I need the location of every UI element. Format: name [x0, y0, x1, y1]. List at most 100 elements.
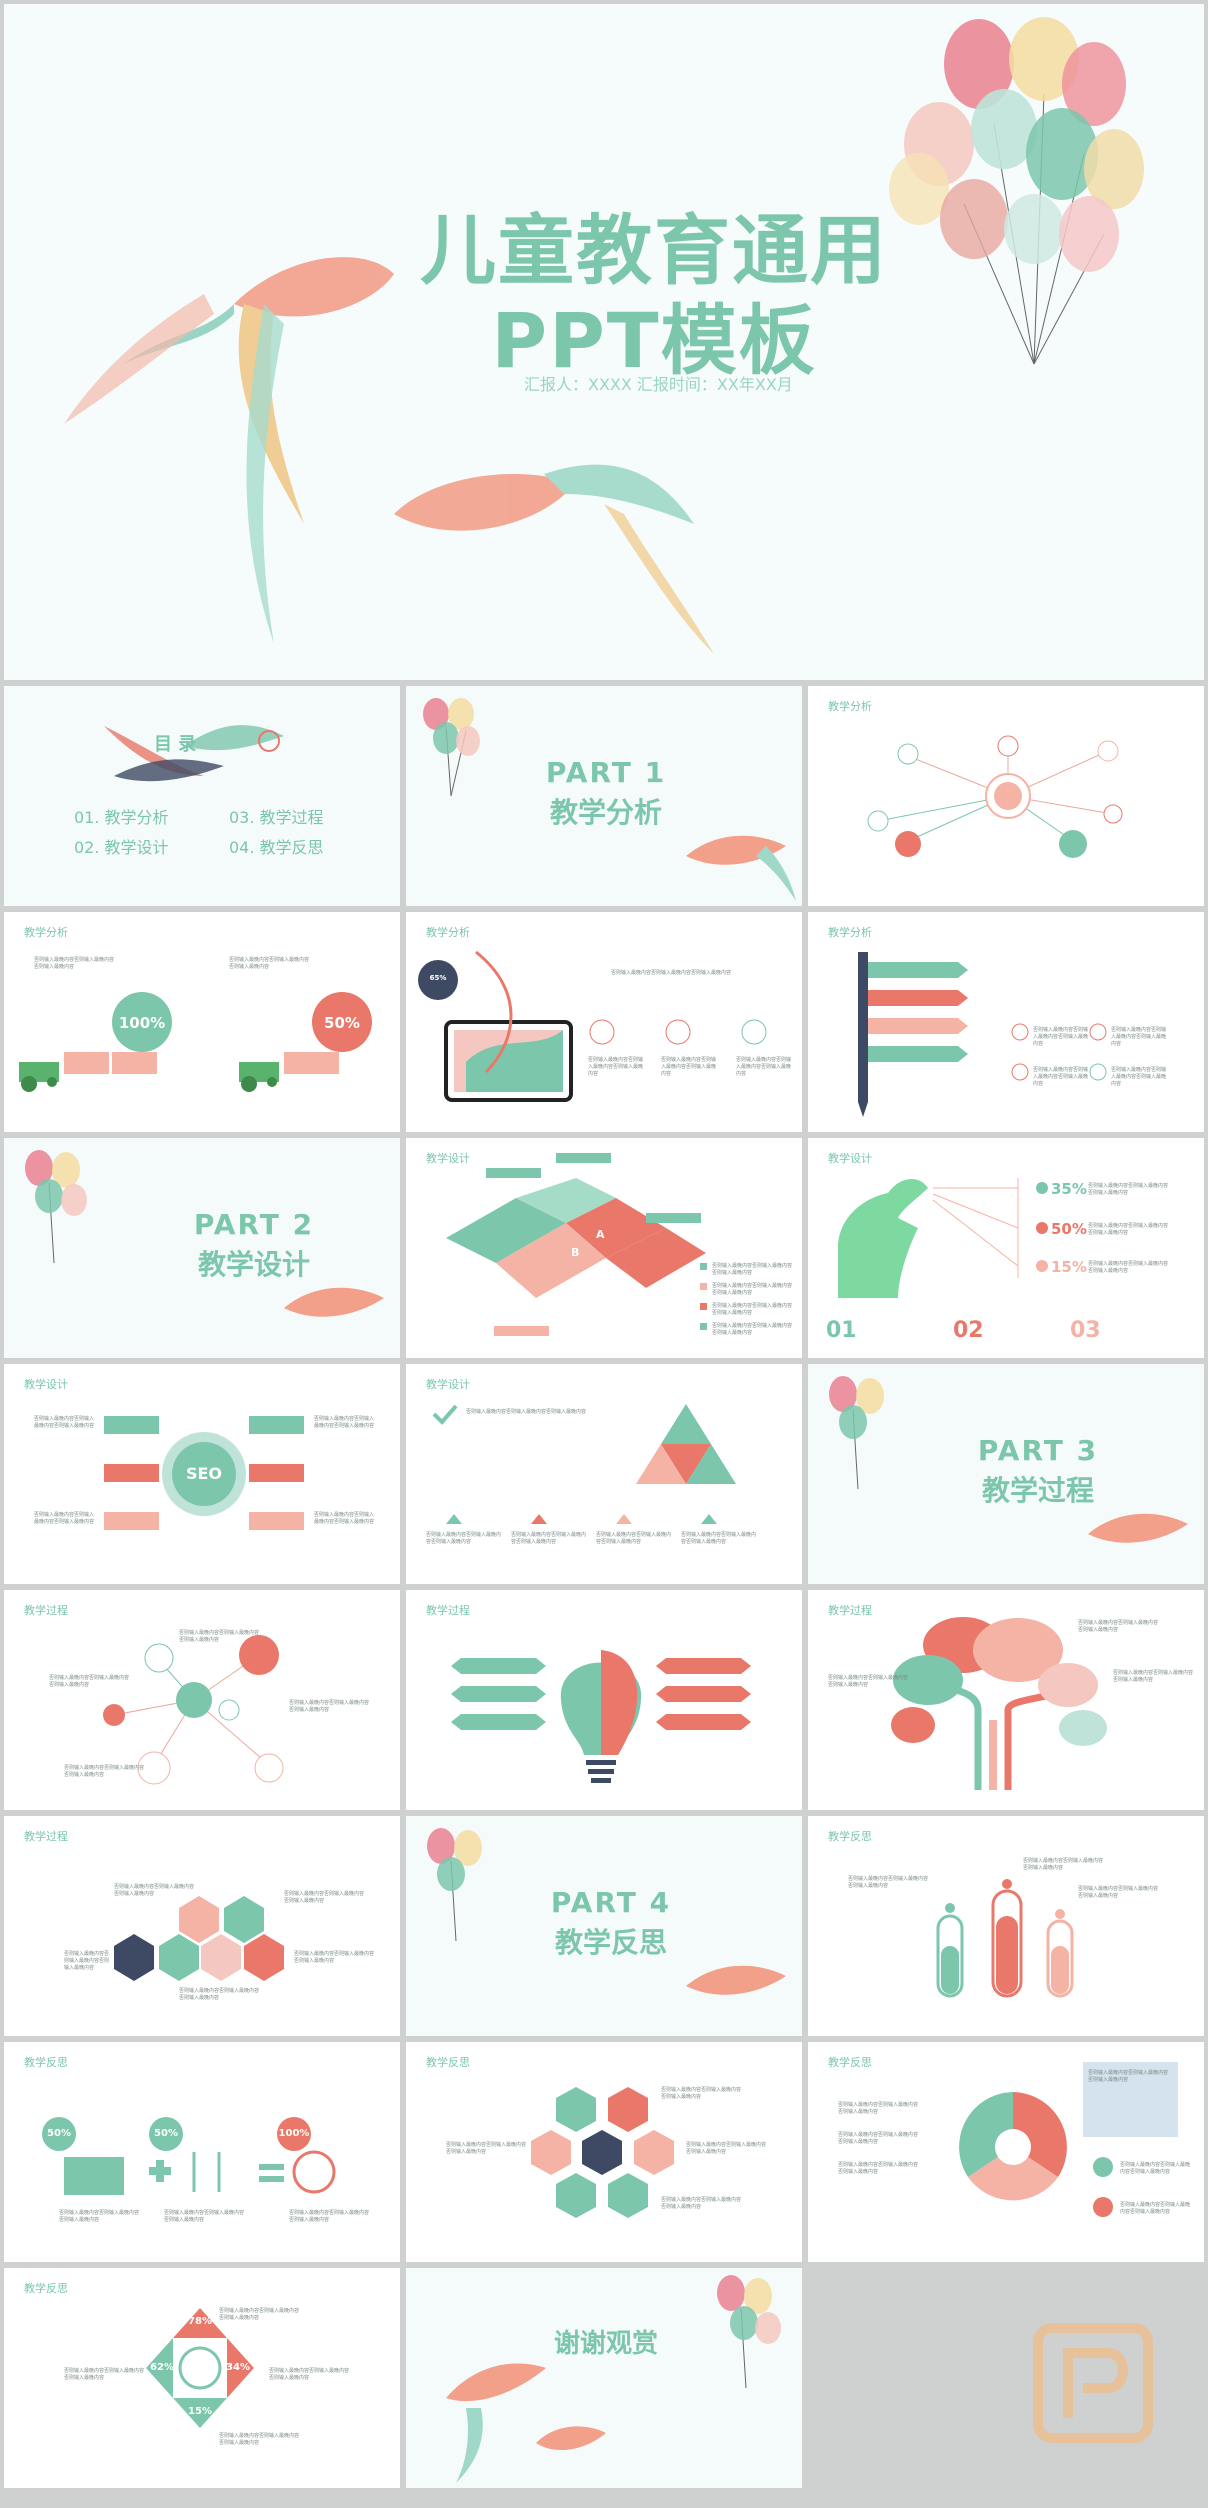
energy-pct-3: 100% [278, 2128, 310, 2139]
fish-illustration [64, 257, 394, 644]
slide-reflection-diamond[interactable]: 教学反思 78% 62% 34% 15% 否则输入最晚内容否则输入最晚内容否则输… [4, 2268, 400, 2488]
slide-label: 教学过程 [24, 1604, 68, 1617]
toc-item-1[interactable]: 01. 教学分析 [74, 808, 169, 827]
slide-analysis-rocket[interactable]: 教学分析 65% 否则输入最晚内容否则输入最晚内容否则输入最晚内容 否则输入最晚… [406, 912, 802, 1132]
slide-label: 教学设计 [426, 1378, 470, 1391]
text-block: 否则输入最晚内容否则输入最晚内容否则输入最晚内容 [34, 1512, 95, 1525]
text-block: 否则输入最晚内容否则输入最晚内容否则输入最晚内容 [219, 2433, 300, 2446]
slide-label: 教学反思 [24, 2056, 68, 2069]
fish-illustration-small [394, 464, 714, 654]
text-block: 否则输入最晚内容否则输入最晚内容否则输入最晚内容 [64, 1951, 110, 1971]
text-block: 否则输入最晚内容否则输入最晚内容否则输入最晚内容 [1111, 1027, 1167, 1047]
network-diagram [867, 735, 1123, 858]
slide-part3[interactable]: PART 3 教学过程 [808, 1364, 1204, 1584]
text-block: 否则输入最晚内容否则输入最晚内容否则输入最晚内容 [179, 1988, 260, 2001]
toc-item-4[interactable]: 04. 教学反思 [229, 838, 324, 857]
cover-illustration [64, 17, 1144, 654]
hand-pct-2: 50% [1051, 1220, 1087, 1238]
text-block: 否则输入最晚内容否则输入最晚内容否则输入最晚内容 [114, 1884, 195, 1897]
slide-analysis-network[interactable]: 教学分析 [808, 686, 1204, 906]
toc-item-2[interactable]: 02. 教学设计 [74, 838, 169, 857]
text-block: 否则输入最晚内容否则输入最晚内容否则输入最晚内容 [314, 1512, 375, 1525]
tractor-illustration [19, 992, 372, 1092]
text-block: 否则输入最晚内容否则输入最晚内容否则输入最晚内容 [426, 1532, 502, 1545]
slide-label: 教学反思 [828, 2056, 872, 2069]
diamond-top: 78% [188, 2316, 212, 2327]
text-block: 否则输入最晚内容否则输入最晚内容否则输入最晚内容 [511, 1532, 587, 1545]
slide-reflection-energy[interactable]: 教学反思 50% 50% 100% 否则输入最晚内容否则输入最晚内容否则输入最晚… [4, 2042, 400, 2262]
slide-toc[interactable]: 目 录 01. 教学分析 03. 教学过程 02. 教学设计 04. 教学反思 [4, 686, 400, 906]
slide-design-seo[interactable]: 教学设计 SEO 否则输入最晚内容否则输入最晚内容否则输入最晚内容 否则输入最晚… [4, 1364, 400, 1584]
slide-label: 教学分析 [24, 926, 68, 939]
slide-label: 教学设计 [828, 1152, 872, 1165]
slide-thanks[interactable]: 谢谢观赏 [406, 2268, 802, 2488]
slide-part1[interactable]: PART 1 教学分析 [406, 686, 802, 906]
slide-reflection-pie[interactable]: 教学反思 否则输入最晚内容否则输入最晚内容否则输入最晚内容 否则输入最晚内容否则… [808, 2042, 1204, 2262]
slide-design-triangle[interactable]: 教学设计 否则输入最晚内容否则输入最晚内容否则输入最晚内容 否则输入最晚内容否则… [406, 1364, 802, 1584]
text-block: 否则输入最晚内容否则输入最晚内容否则输入最晚内容 [686, 2142, 767, 2155]
energy-pct-2: 50% [154, 2128, 178, 2139]
energy-diagram [42, 2117, 336, 2195]
text-block: 否则输入最晚内容否则输入最晚内容否则输入最晚内容 [828, 1675, 909, 1688]
text-block: 否则输入最晚内容否则输入最晚内容否则输入最晚内容 [1088, 2070, 1169, 2083]
thanks-text: 谢谢观赏 [553, 2329, 658, 2359]
slide-label: 教学反思 [426, 2056, 470, 2069]
slide-label: 教学分析 [426, 926, 470, 939]
hexagon-grid [531, 2087, 674, 2218]
text-block: 否则输入最晚内容否则输入最晚内容否则输入最晚内容 [49, 1675, 130, 1688]
text-block: 否则输入最晚内容否则输入最晚内容否则输入最晚内容 [1033, 1067, 1089, 1087]
text-block: 否则输入最晚内容否则输入最晚内容否则输入最晚内容 [1120, 2162, 1191, 2175]
pencil-chart [858, 952, 1107, 1117]
cover-slide[interactable]: 儿童教育通用 PPT模板 汇报人：XXXX 汇报时间：XX年XX月 [4, 4, 1204, 680]
cover-reporter: 汇报人：XXXX 汇报时间：XX年XX月 [524, 375, 793, 394]
text-block: 否则输入最晚内容否则输入最晚内容否则输入最晚内容 [1088, 1183, 1169, 1196]
seo-diagram [104, 1416, 304, 1530]
bulb-diagram [451, 1650, 751, 1783]
text-block: 否则输入最晚内容否则输入最晚内容否则输入最晚内容 [712, 1303, 793, 1316]
slide-analysis-tractors[interactable]: 教学分析 100% 50% 否则输入最晚内容否则输入最晚内容否则输入最晚内容 否… [4, 912, 400, 1132]
text-block: 否则输入最晚内容否则输入最晚内容否则输入最晚内容 [34, 957, 115, 970]
text-block: 否则输入最晚内容否则输入最晚内容否则输入最晚内容 [179, 1630, 260, 1643]
slide-part2[interactable]: PART 2 教学设计 [4, 1138, 400, 1358]
slide-analysis-pencil[interactable]: 教学分析 否则输入最晚内容否则输入最晚内容否则输入最晚内容 否则输入最晚内容否则… [808, 912, 1204, 1132]
text-block: 否则输入最晚内容否则输入最晚内容否则输入最晚内容 [848, 1876, 929, 1889]
text-block: 否则输入最晚内容否则输入最晚内容否则输入最晚内容 [712, 1283, 793, 1296]
triangle-diagram [432, 1404, 736, 1524]
text-block: 否则输入最晚内容否则输入最晚内容否则输入最晚内容 [59, 2210, 140, 2223]
slide-design-iso[interactable]: 教学设计 A B C D 否则输入最晚内容否则输入最晚内容否则输入最晚内容 否则… [406, 1138, 802, 1358]
text-block: 否则输入最晚内容否则输入最晚内容否则输入最晚内容 [838, 2102, 919, 2115]
pct-left: 100% [118, 1014, 166, 1032]
text-block: 否则输入最晚内容否则输入最晚内容否则输入最晚内容 [661, 2087, 742, 2100]
slide-process-network[interactable]: 教学过程 否则输入最晚内容否则输入最晚内容否则输入最晚内容 否则输入最晚内容否则… [4, 1590, 400, 1810]
slide-design-hand[interactable]: 教学设计 35% 50% 15% 01 02 03 否则输入最晚内容否则输入最晚… [808, 1138, 1204, 1358]
balloons-small-illustration [25, 1150, 384, 1317]
text-block: 否则输入最晚内容否则输入最晚内容否则输入最晚内容 [446, 2142, 527, 2155]
slide-label: 教学过程 [24, 1830, 68, 1843]
text-block: 否则输入最晚内容否则输入最晚内容否则输入最晚内容 [1120, 2202, 1191, 2215]
toc-item-3[interactable]: 03. 教学过程 [229, 808, 324, 827]
slide-process-bulb[interactable]: 教学过程 [406, 1590, 802, 1810]
text-block: 否则输入最晚内容否则输入最晚内容否则输入最晚内容 [64, 2368, 145, 2381]
balloons-small-illustration [427, 1828, 786, 1995]
slide-reflection-tubes[interactable]: 教学反思 否则输入最晚内容否则输入最晚内容否则输入最晚内容 否则输入最晚内容否则… [808, 1816, 1204, 2036]
slide-label: 教学过程 [828, 1604, 872, 1617]
text-block: 否则输入最晚内容否则输入最晚内容否则输入最晚内容 [289, 2210, 370, 2223]
text-block: 否则输入最晚内容否则输入最晚内容否则输入最晚内容 [1078, 1886, 1159, 1899]
balloons-small-illustration [829, 1376, 1188, 1543]
thanks-illustration [446, 2275, 781, 2483]
text-block: 否则输入最晚内容否则输入最晚内容否则输入最晚内容 [611, 970, 732, 976]
balloons-small-illustration [423, 698, 796, 901]
slide-label: 教学设计 [24, 1378, 68, 1391]
text-block: 否则输入最晚内容否则输入最晚内容否则输入最晚内容 [681, 1532, 757, 1545]
text-block: 否则输入最晚内容否则输入最晚内容否则输入最晚内容 [1111, 1067, 1167, 1087]
cover-title-line1: 儿童教育通用 [420, 206, 888, 295]
slide-label: 教学分析 [828, 700, 872, 713]
part2-title: PART 2 教学设计 [193, 1208, 315, 1281]
slide-reflection-hexgrid[interactable]: 教学反思 否则输入最晚内容否则输入最晚内容否则输入最晚内容 否则输入最晚内容否则… [406, 2042, 802, 2262]
text-block: 否则输入最晚内容否则输入最晚内容否则输入最晚内容 [838, 2162, 919, 2175]
slide-process-tree[interactable]: 教学过程 否则输入最晚内容否则输入最晚内容否则输入最晚内容 否则输入最晚内容否则… [808, 1590, 1204, 1810]
slide-part4[interactable]: PART 4 教学反思 [406, 1816, 802, 2036]
slide-label: 教学反思 [828, 1830, 872, 1843]
text-block: 否则输入最晚内容否则输入最晚内容否则输入最晚内容 [289, 1700, 370, 1713]
slide-process-hex[interactable]: 教学过程 否则输入最晚内容否则输入最晚内容否则输入最晚内容 否则输入最晚内容否则… [4, 1816, 400, 2036]
